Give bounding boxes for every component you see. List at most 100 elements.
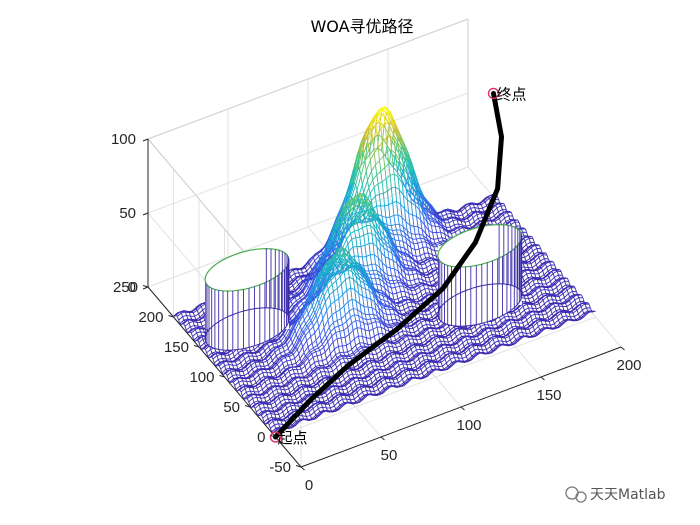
surface-mesh (305, 293, 310, 299)
surface-mesh (373, 358, 379, 360)
surface-mesh (253, 400, 259, 403)
surface-mesh (363, 180, 368, 193)
surface-mesh (541, 292, 547, 295)
surface-mesh (178, 316, 183, 321)
surface-mesh (337, 283, 342, 289)
surface-mesh (361, 170, 367, 185)
surface-mesh (232, 374, 237, 377)
surface-mesh (387, 187, 392, 192)
surface-mesh (521, 244, 527, 249)
surface-mesh (326, 304, 332, 311)
surface-mesh (552, 287, 557, 291)
surface-mesh (365, 154, 370, 161)
surface-mesh (373, 147, 379, 154)
surface-mesh (347, 349, 352, 353)
surface-mesh (326, 353, 331, 359)
surface-mesh (370, 225, 375, 230)
surface-mesh (448, 220, 454, 224)
surface-mesh (534, 282, 539, 285)
surface-mesh (315, 365, 320, 367)
surface-mesh (383, 190, 388, 194)
surface-mesh (312, 253, 318, 259)
surface-mesh (244, 386, 250, 389)
surface-mesh (467, 214, 472, 219)
surface-mesh (404, 232, 409, 237)
surface-mesh (481, 197, 486, 203)
surface-mesh (348, 330, 354, 335)
surface-mesh (374, 113, 379, 122)
surface-mesh (427, 316, 433, 320)
surface-mesh (284, 348, 289, 352)
surface-mesh (429, 334, 435, 337)
surface-mesh (392, 279, 397, 282)
surface-mesh (423, 271, 429, 274)
surface-mesh (315, 350, 320, 353)
surface-mesh (205, 345, 210, 350)
surface-mesh (384, 345, 389, 349)
surface-mesh (372, 326, 378, 330)
surface-mesh (327, 367, 332, 370)
surface-mesh (413, 200, 418, 204)
surface-mesh (405, 237, 411, 242)
surface-mesh (310, 349, 315, 353)
surface-mesh (427, 213, 432, 218)
surface-mesh (394, 239, 400, 242)
surface-mesh (552, 270, 558, 274)
surface-mesh (369, 152, 375, 161)
surface-mesh (246, 349, 251, 352)
surface-mesh (536, 289, 541, 294)
surface-mesh (244, 372, 249, 376)
surface-mesh (469, 203, 474, 206)
surface-mesh (379, 155, 384, 161)
surface-mesh (272, 342, 277, 345)
surface-mesh (377, 273, 383, 278)
surface-mesh (399, 189, 404, 196)
surface-mesh (362, 204, 368, 211)
surface-mesh (420, 219, 425, 226)
surface-mesh (315, 335, 321, 341)
surface-mesh (434, 276, 439, 281)
surface-mesh (250, 349, 255, 352)
surface-mesh (495, 214, 500, 219)
surface-mesh (414, 263, 419, 268)
surface-mesh (256, 354, 261, 357)
surface-mesh (308, 257, 314, 264)
surface-mesh (280, 350, 285, 354)
surface-mesh (359, 137, 365, 152)
surface-mesh (546, 264, 551, 268)
surface-mesh (296, 379, 301, 383)
surface-mesh (398, 282, 403, 284)
surface-mesh (333, 320, 338, 323)
surface-mesh (369, 149, 374, 156)
surface-mesh (367, 170, 372, 181)
surface-mesh (380, 167, 386, 172)
surface-mesh (351, 320, 357, 324)
surface-mesh (522, 290, 527, 294)
surface-mesh (320, 351, 326, 356)
surface-mesh (388, 202, 393, 206)
surface-mesh (294, 353, 300, 359)
surface-mesh (493, 211, 499, 217)
surface-mesh (420, 253, 425, 256)
surface-mesh (411, 289, 416, 292)
surface-mesh (330, 348, 335, 355)
surface-mesh (401, 155, 407, 164)
surface-mesh (407, 301, 412, 304)
surface-mesh (398, 330, 403, 334)
surface-mesh (346, 222, 352, 228)
surface-mesh (503, 211, 508, 215)
surface-mesh (192, 332, 197, 337)
surface-mesh (411, 283, 416, 287)
surface-mesh (532, 248, 537, 252)
surface-mesh (454, 223, 459, 226)
surface-mesh (322, 358, 327, 362)
surface-mesh (370, 273, 375, 275)
surface-mesh (481, 201, 486, 206)
surface-mesh (468, 217, 474, 222)
surface-mesh (417, 295, 423, 300)
surface-mesh (230, 370, 236, 373)
surface-mesh (183, 319, 188, 325)
surface-mesh (392, 292, 397, 295)
surface-mesh (242, 391, 247, 397)
surface-mesh (419, 209, 424, 217)
